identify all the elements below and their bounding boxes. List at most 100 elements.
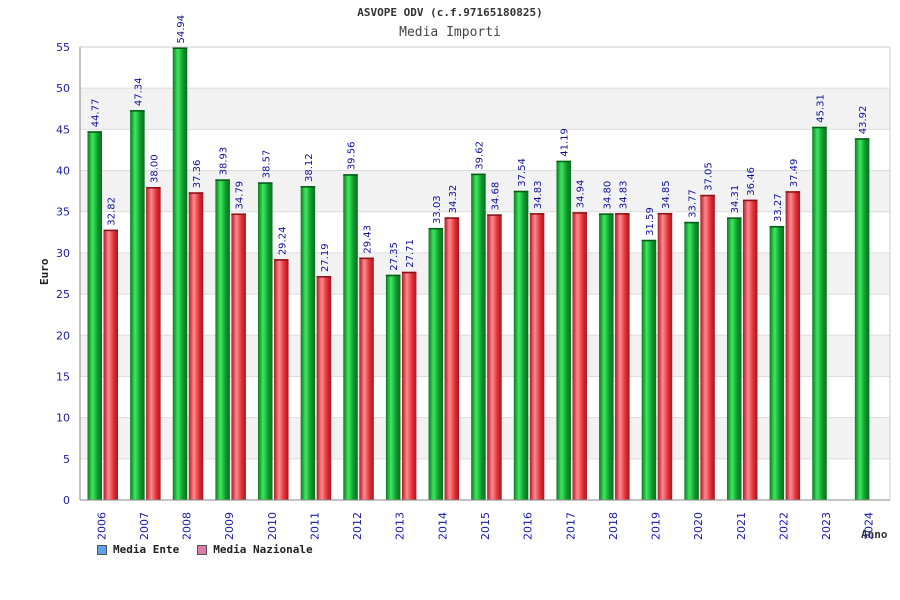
bar-media-ente-2016 (513, 190, 529, 500)
bar-media-ente-2007 (130, 110, 145, 500)
data-label-media-ente-2015: 39.62 (474, 141, 485, 170)
x-tick-label: 2019 (650, 512, 663, 540)
y-tick-label: 50 (56, 82, 70, 95)
y-tick-label: 35 (56, 206, 70, 219)
data-label-media-nazionale-2012: 29.43 (363, 225, 374, 254)
bar-cap-media-nazionale-2007 (146, 187, 161, 189)
x-tick-label: 2006 (95, 512, 108, 540)
data-label-media-ente-2019: 31.59 (645, 207, 656, 236)
bar-cap-media-ente-2022 (769, 225, 785, 228)
chart-title: ASVOPE ODV (c.f.97165180825) (357, 6, 543, 19)
data-label-media-ente-2014: 33.03 (432, 195, 443, 224)
x-tick-label: 2016 (522, 512, 535, 540)
data-label-media-nazionale-2022: 37.49 (789, 159, 800, 188)
chart-subtitle: Media Importi (399, 25, 501, 40)
bar-media-ente-2021 (726, 217, 742, 500)
data-label-media-nazionale-2011: 27.19 (320, 243, 331, 272)
y-tick-label: 5 (63, 453, 70, 466)
bar-cap-media-ente-2020 (684, 221, 699, 224)
data-label-media-nazionale-2015: 34.68 (490, 182, 501, 211)
data-label-media-ente-2022: 33.27 (773, 193, 784, 222)
x-tick-label: 2020 (692, 512, 705, 540)
data-label-media-ente-2017: 41.19 (560, 128, 571, 157)
bar-media-ente-2013 (385, 274, 401, 500)
bar-cap-media-nazionale-2020 (700, 194, 715, 197)
bar-cap-media-nazionale-2011 (316, 276, 332, 278)
bar-cap-media-ente-2013 (385, 274, 401, 277)
bar-cap-media-ente-2018 (599, 213, 614, 215)
data-label-media-nazionale-2021: 36.46 (746, 167, 757, 196)
data-label-media-ente-2011: 38.12 (304, 153, 315, 182)
x-tick-label: 2010 (266, 512, 279, 540)
x-tick-label: 2008 (181, 512, 194, 540)
legend-label-media-nazionale: Media Nazionale (213, 543, 313, 556)
y-tick-label: 15 (56, 370, 70, 383)
data-label-media-ente-2016: 37.54 (517, 158, 528, 187)
bar-cap-media-ente-2009 (215, 179, 230, 181)
bar-cap-media-ente-2015 (471, 173, 486, 176)
bar-media-nazionale-2017 (572, 212, 587, 501)
bar-media-ente-2012 (343, 174, 358, 501)
bar-cap-media-nazionale-2012 (359, 257, 374, 260)
bar-media-nazionale-2019 (657, 212, 673, 501)
legend: Media Ente Media Nazionale (97, 543, 313, 556)
x-tick-label: 2024 (863, 512, 876, 540)
data-label-media-ente-2018: 34.80 (602, 181, 613, 210)
bar-cap-media-nazionale-2006 (103, 229, 118, 232)
data-label-media-nazionale-2016: 34.83 (533, 180, 544, 209)
data-label-media-nazionale-2018: 34.83 (618, 180, 629, 209)
bar-cap-media-nazionale-2018 (615, 213, 630, 215)
legend-item-media-nazionale: Media Nazionale (197, 543, 313, 556)
bar-cap-media-nazionale-2021 (742, 199, 758, 202)
bar-media-ente-2019 (641, 239, 657, 500)
y-tick-label: 30 (56, 247, 70, 260)
data-label-media-nazionale-2017: 34.94 (576, 180, 587, 209)
bar-media-nazionale-2006 (103, 229, 118, 500)
bar-cap-media-nazionale-2009 (231, 213, 246, 215)
legend-label-media-ente: Media Ente (113, 543, 180, 556)
x-tick-label: 2012 (351, 512, 364, 540)
data-label-media-ente-2012: 39.56 (347, 142, 358, 171)
bar-cap-media-nazionale-2014 (444, 217, 460, 219)
data-label-media-ente-2010: 38.57 (261, 150, 272, 179)
bar-media-nazionale-2011 (316, 276, 332, 500)
x-tick-label: 2018 (607, 512, 620, 540)
bar-media-nazionale-2021 (742, 199, 758, 500)
bar-media-nazionale-2014 (444, 217, 460, 500)
bar-media-nazionale-2022 (785, 191, 801, 500)
data-label-media-nazionale-2020: 37.05 (704, 162, 715, 191)
bar-cap-media-nazionale-2017 (572, 212, 587, 214)
bar-media-ente-2018 (599, 213, 614, 500)
bar-media-nazionale-2007 (146, 187, 161, 500)
bar-cap-media-nazionale-2008 (188, 192, 204, 194)
bar-cap-media-ente-2014 (428, 227, 444, 230)
bar-media-ente-2006 (87, 131, 102, 500)
bar-cap-media-ente-2021 (726, 217, 742, 219)
bar-cap-media-ente-2011 (300, 186, 316, 188)
bar-media-nazionale-2012 (359, 257, 374, 500)
bar-media-nazionale-2018 (615, 213, 630, 501)
bar-media-ente-2014 (428, 227, 444, 500)
bar-media-nazionale-2013 (401, 271, 417, 500)
legend-swatch-media-nazionale (197, 544, 208, 555)
bar-media-ente-2010 (258, 182, 273, 500)
data-label-media-ente-2008: 54.94 (176, 15, 187, 44)
bar-cap-media-ente-2008 (172, 47, 188, 49)
data-label-media-nazionale-2013: 27.71 (405, 239, 416, 268)
bar-cap-media-nazionale-2019 (657, 212, 673, 215)
bar-media-ente-2023 (812, 126, 827, 500)
data-label-media-nazionale-2009: 34.79 (235, 181, 246, 210)
bar-media-ente-2011 (300, 186, 316, 500)
bar-cap-media-ente-2019 (641, 239, 657, 242)
bar-cap-media-ente-2017 (556, 160, 571, 163)
bar-cap-media-ente-2024 (854, 138, 870, 140)
bar-cap-media-ente-2006 (87, 131, 102, 133)
legend-item-media-ente: Media Ente (97, 543, 179, 556)
bar-cap-media-nazionale-2022 (785, 191, 801, 193)
bars-group (87, 47, 870, 501)
data-label-media-ente-2021: 34.31 (730, 185, 741, 214)
x-tick-label: 2007 (138, 512, 151, 540)
data-label-media-nazionale-2007: 38.00 (149, 154, 160, 183)
y-tick-label: 0 (63, 494, 70, 507)
data-label-media-nazionale-2014: 34.32 (448, 185, 459, 214)
